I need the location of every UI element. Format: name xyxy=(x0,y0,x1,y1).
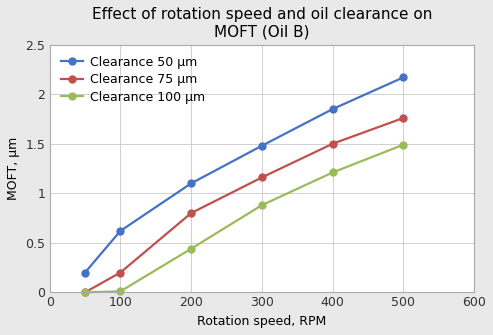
Line: Clearance 100 μm: Clearance 100 μm xyxy=(81,141,407,296)
Clearance 50 μm xyxy=(330,107,336,111)
Clearance 75 μm xyxy=(117,270,123,274)
Clearance 50 μm xyxy=(117,229,123,233)
Clearance 50 μm xyxy=(188,181,194,185)
Clearance 75 μm xyxy=(188,211,194,215)
Clearance 75 μm xyxy=(400,116,406,120)
Clearance 100 μm xyxy=(259,203,265,207)
Line: Clearance 75 μm: Clearance 75 μm xyxy=(81,115,407,296)
Line: Clearance 50 μm: Clearance 50 μm xyxy=(81,74,407,276)
Clearance 100 μm xyxy=(188,247,194,251)
Title: Effect of rotation speed and oil clearance on
MOFT (Oil B): Effect of rotation speed and oil clearan… xyxy=(92,7,432,39)
Clearance 75 μm xyxy=(259,176,265,180)
Clearance 75 μm xyxy=(82,290,88,294)
Clearance 100 μm xyxy=(82,290,88,294)
X-axis label: Rotation speed, RPM: Rotation speed, RPM xyxy=(197,315,326,328)
Clearance 50 μm xyxy=(400,75,406,79)
Clearance 75 μm xyxy=(330,142,336,146)
Clearance 100 μm xyxy=(117,289,123,293)
Clearance 50 μm xyxy=(82,270,88,274)
Clearance 50 μm xyxy=(259,144,265,148)
Clearance 100 μm xyxy=(330,171,336,175)
Y-axis label: MOFT, μm: MOFT, μm xyxy=(7,137,20,200)
Clearance 100 μm xyxy=(400,143,406,147)
Legend: Clearance 50 μm, Clearance 75 μm, Clearance 100 μm: Clearance 50 μm, Clearance 75 μm, Cleara… xyxy=(56,51,210,109)
